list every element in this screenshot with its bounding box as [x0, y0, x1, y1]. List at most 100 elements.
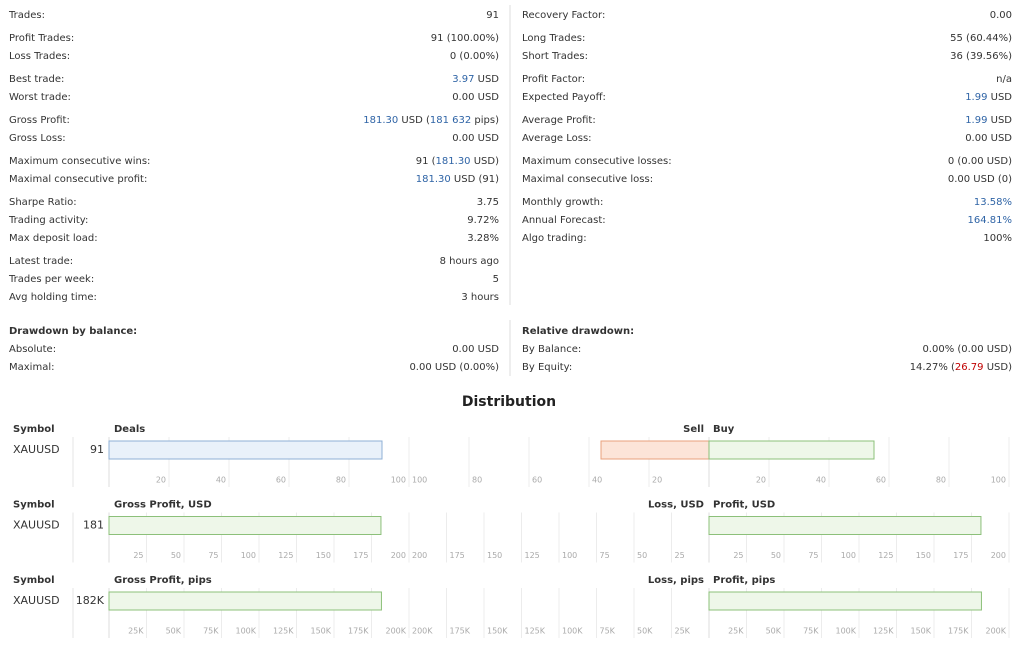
column-header: Loss, USD	[648, 500, 704, 511]
value-part: 181.30	[436, 156, 471, 167]
stat-label: Gross Profit:	[9, 115, 70, 126]
tick-label: 25	[733, 551, 743, 560]
tick-label: 150K	[487, 627, 508, 636]
stat-value: 0.00 USD (0)	[948, 174, 1012, 185]
tick-label: 75	[600, 551, 610, 560]
tick-label: 80	[336, 476, 346, 485]
stat-value: 3.75	[477, 197, 499, 208]
tick-label: 25	[675, 551, 685, 560]
tick-label: 175	[450, 551, 465, 560]
tick-label: 125	[878, 551, 893, 560]
tick-label: 175	[953, 551, 968, 560]
value-label: 91	[90, 443, 104, 456]
stat-label: Annual Forecast:	[522, 215, 606, 226]
tick-label: 200K	[985, 627, 1006, 636]
value-part: USD	[987, 115, 1012, 126]
column-header: Symbol	[13, 500, 55, 511]
tick-label: 75K	[803, 627, 819, 636]
tick-label: 50K	[166, 627, 182, 636]
tick-label: 20	[156, 476, 166, 485]
column-header: Deals	[114, 424, 145, 435]
bar	[708, 591, 982, 611]
tick-label: 75	[808, 551, 818, 560]
stat-value: 5	[493, 274, 499, 285]
bar	[108, 591, 382, 611]
tick-label: 75K	[203, 627, 219, 636]
symbol: XAUUSD	[13, 594, 60, 607]
stat-label: Loss Trades:	[9, 51, 70, 62]
tick-label: 200K	[412, 627, 433, 636]
stat-value: 3 hours	[461, 292, 499, 303]
stat-value: 91	[486, 10, 499, 21]
value-part: 26.79	[955, 362, 984, 373]
tick-label: 175K	[348, 627, 369, 636]
stat-value: 181.30 USD (91)	[416, 174, 499, 185]
bar	[108, 440, 383, 460]
tick-label: 25K	[128, 627, 144, 636]
tick-label: 75K	[600, 627, 616, 636]
tick-label: 20	[652, 476, 662, 485]
value-part: 13.58%	[974, 197, 1012, 208]
tick-label: 50	[771, 551, 781, 560]
tick-label: 100	[991, 476, 1006, 485]
value-part: 181 632	[430, 115, 471, 126]
stat-label: Avg holding time:	[9, 292, 97, 303]
tick-label: 40	[592, 476, 602, 485]
tick-label: 40	[816, 476, 826, 485]
stat-label: Average Profit:	[522, 115, 596, 126]
stat-label: Worst trade:	[9, 92, 71, 103]
tick-label: 200	[412, 551, 427, 560]
stat-value: 36 (39.56%)	[950, 51, 1012, 62]
stat-value: 55 (60.44%)	[950, 33, 1012, 44]
column-header: Gross Profit, USD	[114, 500, 212, 511]
stat-value: n/a	[996, 74, 1012, 85]
stat-value: 3.28%	[467, 233, 499, 244]
stat-label: Maximum consecutive losses:	[522, 156, 672, 167]
stat-label: Trading activity:	[8, 215, 88, 226]
stat-label: Sharpe Ratio:	[9, 197, 77, 208]
stat-label: Gross Loss:	[9, 133, 66, 144]
stat-label: By Balance:	[522, 344, 581, 355]
stat-label: Profit Trades:	[9, 33, 74, 44]
value-part: 1.99	[965, 92, 987, 103]
section-title: Distribution	[462, 394, 556, 410]
drawdown-title: Drawdown by balance:	[9, 326, 137, 337]
symbol: XAUUSD	[13, 519, 60, 532]
tick-label: 200	[991, 551, 1006, 560]
tick-label: 50K	[637, 627, 653, 636]
stat-value: 1.99 USD	[965, 92, 1012, 103]
stat-label: Short Trades:	[522, 51, 588, 62]
value-part: 91 (	[416, 156, 436, 167]
value-part: USD	[987, 92, 1012, 103]
tick-label: 25	[133, 551, 143, 560]
stat-value: 0.00 USD	[452, 344, 499, 355]
tick-label: 150	[316, 551, 331, 560]
stat-label: Trades per week:	[8, 274, 94, 285]
value-part: 14.27% (	[910, 362, 955, 373]
tick-label: 60	[876, 476, 886, 485]
tick-label: 200	[391, 551, 406, 560]
stat-label: Max deposit load:	[9, 233, 98, 244]
value-part: USD (	[398, 115, 430, 126]
tick-label: 100	[562, 551, 577, 560]
tick-label: 25K	[728, 627, 744, 636]
tick-label: 25K	[675, 627, 691, 636]
tick-label: 100K	[835, 627, 856, 636]
value-label: 182K	[76, 594, 105, 607]
tick-label: 100K	[562, 627, 583, 636]
stat-label: Maximal consecutive profit:	[9, 174, 147, 185]
tick-label: 150K	[310, 627, 331, 636]
tick-label: 125	[278, 551, 293, 560]
column-header: Profit, pips	[713, 575, 775, 586]
value-part: pips)	[471, 115, 499, 126]
stat-label: Latest trade:	[9, 256, 73, 267]
stat-label: Trades:	[8, 10, 45, 21]
value-part: 181.30	[363, 115, 398, 126]
stat-label: Recovery Factor:	[522, 10, 605, 21]
tick-label: 175K	[948, 627, 969, 636]
tick-label: 40	[216, 476, 226, 485]
value-part: USD)	[984, 362, 1013, 373]
stat-label: Best trade:	[9, 74, 64, 85]
stat-label: By Equity:	[522, 362, 572, 373]
